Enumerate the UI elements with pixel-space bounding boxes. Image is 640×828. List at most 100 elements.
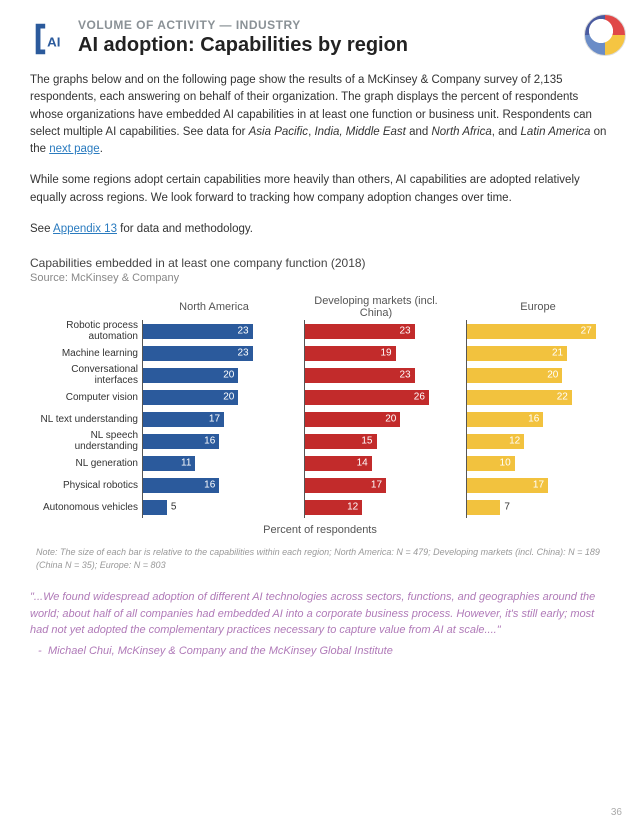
intro-paragraph-1: The graphs below and on the following pa… bbox=[30, 72, 610, 158]
section-overline: VOLUME OF ACTIVITY — INDUSTRY bbox=[78, 18, 610, 32]
chart-bar-row: 17 bbox=[143, 408, 286, 430]
chart-bar: 16 bbox=[143, 478, 219, 493]
chart-bar: 7 bbox=[467, 500, 500, 515]
chart-y-labels: Robotic process automationMachine learni… bbox=[30, 294, 142, 518]
chart-bar-value: 11 bbox=[181, 458, 191, 469]
chart-bar-value: 21 bbox=[552, 348, 563, 359]
chart-bar-row: 23 bbox=[143, 320, 286, 342]
chart-bar-row: 12 bbox=[305, 496, 448, 518]
chart-bar: 22 bbox=[467, 390, 572, 405]
chart-bar-row: 12 bbox=[467, 430, 610, 452]
chart-x-axis-label: Percent of respondents bbox=[30, 524, 610, 536]
chart-bar-row: 21 bbox=[467, 342, 610, 364]
chart-bar-value: 10 bbox=[500, 458, 511, 469]
chart-bar-value: 5 bbox=[171, 502, 177, 513]
chart-bar-row: 23 bbox=[305, 320, 448, 342]
page-header: AI VOLUME OF ACTIVITY — INDUSTRY AI adop… bbox=[30, 18, 610, 58]
chart-bar: 23 bbox=[143, 324, 253, 339]
chart-bar: 20 bbox=[143, 368, 238, 383]
chart-bar-value: 22 bbox=[557, 392, 568, 403]
chart-bar-row: 20 bbox=[143, 364, 286, 386]
chart-bar-row: 19 bbox=[305, 342, 448, 364]
chart-bar-value: 20 bbox=[223, 392, 234, 403]
chart-panel: Developing markets (incl. China)23192326… bbox=[304, 294, 448, 518]
globe-badge-icon bbox=[584, 14, 626, 56]
chart-bar-value: 23 bbox=[238, 348, 249, 359]
chart-bar-value: 12 bbox=[347, 502, 358, 513]
chart-bar-row: 20 bbox=[467, 364, 610, 386]
chart-bar: 17 bbox=[143, 412, 224, 427]
chart-source: Source: McKinsey & Company bbox=[30, 272, 610, 284]
chart-bar-value: 20 bbox=[223, 370, 234, 381]
chart-bar: 5 bbox=[143, 500, 167, 515]
chart-bar-value: 14 bbox=[357, 458, 368, 469]
chart-category-label: NL speech understanding bbox=[30, 430, 138, 452]
chart-bar: 12 bbox=[467, 434, 524, 449]
chart-category-label: Robotic process automation bbox=[30, 320, 138, 342]
chart-bar-value: 15 bbox=[361, 436, 372, 447]
chart-note: Note: The size of each bar is relative t… bbox=[30, 546, 610, 571]
chart-bar-value: 27 bbox=[581, 326, 592, 337]
chart-bar-row: 23 bbox=[143, 342, 286, 364]
intro-paragraph-3: See Appendix 13 for data and methodology… bbox=[30, 221, 610, 238]
chart-bar-value: 20 bbox=[547, 370, 558, 381]
chart-bar-value: 16 bbox=[528, 414, 539, 425]
chart-bar: 12 bbox=[305, 500, 362, 515]
chart-bars-column: 23 19 23 26 20 15 1417 12 bbox=[304, 320, 448, 518]
svg-text:AI: AI bbox=[47, 35, 60, 50]
chart-panel-header: Developing markets (incl. China) bbox=[304, 294, 448, 320]
chart-category-label: Physical robotics bbox=[30, 474, 138, 496]
chart-bar: 17 bbox=[305, 478, 386, 493]
appendix-link[interactable]: Appendix 13 bbox=[53, 223, 117, 235]
chart-bar-row: 17 bbox=[305, 474, 448, 496]
chart-bar: 26 bbox=[305, 390, 429, 405]
chart-category-label: Computer vision bbox=[30, 386, 138, 408]
chart-bar: 21 bbox=[467, 346, 567, 361]
intro-paragraph-2: While some regions adopt certain capabil… bbox=[30, 172, 610, 207]
chart-bar: 20 bbox=[467, 368, 562, 383]
chart-category-label: Conversational interfaces bbox=[30, 364, 138, 386]
chart-bar-row: 20 bbox=[143, 386, 286, 408]
chart-panel-header: North America bbox=[142, 294, 286, 320]
chart-category-label: NL text understanding bbox=[30, 408, 138, 430]
chart-bar-row: 26 bbox=[305, 386, 448, 408]
pull-quote: "...We found widespread adoption of diff… bbox=[30, 589, 610, 659]
chart-area: Robotic process automationMachine learni… bbox=[30, 294, 610, 518]
chart-bar-value: 7 bbox=[504, 502, 510, 513]
chart-bar-value: 17 bbox=[533, 480, 544, 491]
chart-bar-row: 5 bbox=[143, 496, 286, 518]
chart-bar: 16 bbox=[143, 434, 219, 449]
chart-bar-value: 16 bbox=[204, 436, 215, 447]
page-title: AI adoption: Capabilities by region bbox=[78, 34, 610, 57]
chart-bar-row: 16 bbox=[143, 474, 286, 496]
chart-panel: North America23232020171611165 bbox=[142, 294, 286, 518]
chart-bar-row: 15 bbox=[305, 430, 448, 452]
chart-bar-row: 14 bbox=[305, 452, 448, 474]
next-page-link[interactable]: next page bbox=[49, 143, 100, 155]
chart-bar-row: 20 bbox=[305, 408, 448, 430]
quote-text: "...We found widespread adoption of diff… bbox=[30, 591, 595, 636]
chart-bar: 27 bbox=[467, 324, 596, 339]
page-number: 36 bbox=[611, 807, 622, 818]
ai-logo-icon: AI bbox=[30, 20, 68, 58]
chart-bar-value: 16 bbox=[204, 480, 215, 491]
chart-bar-value: 20 bbox=[385, 414, 396, 425]
chart-bar-value: 26 bbox=[414, 392, 425, 403]
chart-bar-row: 17 bbox=[467, 474, 610, 496]
chart-bar: 20 bbox=[305, 412, 400, 427]
chart-bar-value: 17 bbox=[371, 480, 382, 491]
chart-panel-header: Europe bbox=[466, 294, 610, 320]
chart-title: Capabilities embedded in at least one co… bbox=[30, 256, 610, 270]
chart-bar-row: 7 bbox=[467, 496, 610, 518]
chart-bar-row: 22 bbox=[467, 386, 610, 408]
chart-bar-value: 12 bbox=[509, 436, 520, 447]
chart-bar: 11 bbox=[143, 456, 195, 471]
chart-bar-row: 16 bbox=[467, 408, 610, 430]
chart-panels: North America23232020171611165Developing… bbox=[142, 294, 610, 518]
chart-bar-value: 17 bbox=[209, 414, 220, 425]
quote-attribution: Michael Chui, McKinsey & Company and the… bbox=[30, 643, 610, 660]
chart-bars-column: 23232020171611165 bbox=[142, 320, 286, 518]
chart-bar: 19 bbox=[305, 346, 396, 361]
chart-bar-row: 10 bbox=[467, 452, 610, 474]
chart-bar-row: 23 bbox=[305, 364, 448, 386]
